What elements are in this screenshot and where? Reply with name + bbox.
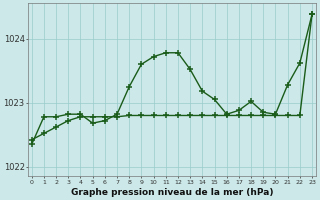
X-axis label: Graphe pression niveau de la mer (hPa): Graphe pression niveau de la mer (hPa) xyxy=(71,188,273,197)
